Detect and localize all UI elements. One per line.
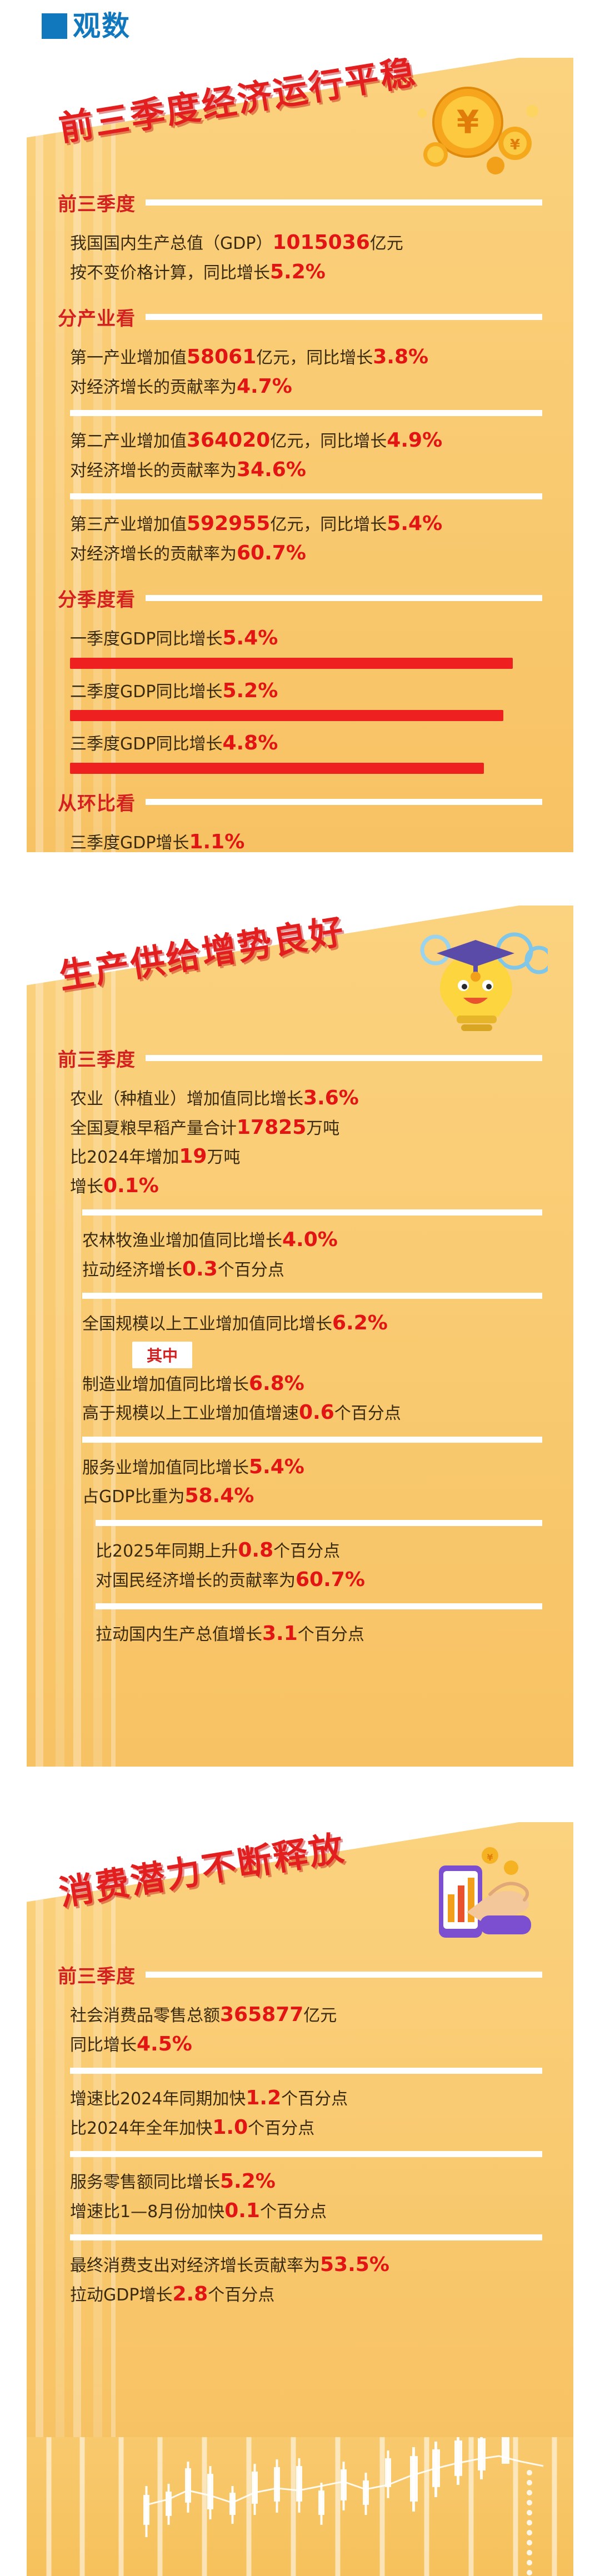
panel-background bbox=[27, 906, 573, 1767]
stat-line: 制造业增加值同比增长6.8% bbox=[82, 1372, 304, 1395]
stat-line: 增速比1—8月份加快0.1个百分点 bbox=[70, 2199, 327, 2222]
stat-value: 1015036 bbox=[272, 231, 370, 254]
stat-line: 服务零售额同比增长5.2% bbox=[70, 2170, 276, 2193]
candlestick-chart-icon bbox=[46, 2437, 557, 2576]
stat-line: 全国规模以上工业增加值同比增长6.2% bbox=[82, 1312, 388, 1335]
stat-line: 比2024年增加19万吨 bbox=[70, 1145, 241, 1168]
section-economy: 前三季度经济运行平稳 ¥ ¥ 前三季度 我国国内生产总值（GDP）1015036… bbox=[27, 58, 573, 852]
divider bbox=[70, 2234, 542, 2241]
divider bbox=[96, 1520, 542, 1527]
chart-category-label: 二季度GDP同比增长5.2% bbox=[70, 679, 278, 702]
divider bbox=[146, 1972, 542, 1978]
brand-label: 观数 bbox=[73, 10, 131, 42]
chart-row: 一季度GDP同比增长5.4% bbox=[70, 624, 542, 669]
stat-line: 增速比2024年同期加快1.2个百分点 bbox=[70, 2087, 348, 2110]
chart-bar bbox=[70, 657, 513, 669]
chart-value-label: 5.2% bbox=[222, 679, 278, 702]
stat-line: 对经济增长的贡献率为34.6% bbox=[70, 458, 306, 481]
tab-label-q3: 前三季度 bbox=[58, 193, 136, 216]
stat-line: 同比增长4.5% bbox=[70, 2032, 192, 2055]
divider bbox=[146, 1055, 542, 1061]
tab-label-q3: 前三季度 bbox=[58, 1965, 136, 1988]
stat-line: 对经济增长的贡献率为4.7% bbox=[70, 374, 292, 398]
stat-line: 拉动经济增长0.3个百分点 bbox=[82, 1257, 284, 1281]
stat-line: 对经济增长的贡献率为60.7% bbox=[70, 541, 306, 564]
section-consumption: 消费潜力不断释放 ¥ 前三季度 社会消费品零售总额365877亿元 同比增长4.… bbox=[27, 1822, 573, 2444]
stat-value: 5.2% bbox=[270, 260, 326, 283]
divider bbox=[146, 595, 542, 602]
divider bbox=[146, 314, 542, 321]
stat-line: 高于规模以上工业增加值增速0.6个百分点 bbox=[82, 1401, 401, 1424]
stat-line: 对国民经济增长的贡献率为60.7% bbox=[96, 1568, 365, 1591]
lightbulb-graduate-icon bbox=[420, 932, 548, 1031]
stat-line: 第一产业增加值58061亿元，同比增长3.8% bbox=[70, 346, 429, 369]
divider bbox=[82, 1436, 542, 1443]
stat-line: 占GDP比重为58.4% bbox=[82, 1484, 254, 1508]
section-production: 生产供给增势良好 前三季度 农业（种植业）增加值同比增长3.6% 全国夏粮早稻产… bbox=[27, 906, 573, 1767]
quarterly-gdp-bar-chart: 一季度GDP同比增长5.4% 二季度GDP同比增长5.2% 三季度GDP同比增长4.… bbox=[70, 624, 542, 774]
stat-line: 按不变价格计算，同比增长5.2% bbox=[70, 260, 326, 283]
hand-phone-coins-icon: ¥ bbox=[439, 1847, 531, 1938]
chart-bar bbox=[70, 763, 484, 774]
subheading-by-industry: 分产业看 bbox=[58, 308, 136, 331]
stat-line: 增长0.1% bbox=[70, 1174, 159, 1197]
brand-bar: 观数 bbox=[0, 0, 600, 67]
chart-row: 三季度GDP同比增长4.8% bbox=[70, 729, 542, 774]
divider bbox=[82, 1209, 542, 1216]
stat-line: 最终消费支出对经济增长贡献率为53.5% bbox=[70, 2253, 389, 2277]
badge-among-which: 其中 bbox=[132, 1341, 193, 1368]
stat-line: 拉动国内生产总值增长3.1个百分点 bbox=[96, 1622, 364, 1645]
stat-line: 比2025年同期上升0.8个百分点 bbox=[96, 1539, 341, 1562]
stat-line: 第二产业增加值364020亿元，同比增长4.9% bbox=[70, 429, 443, 452]
subheading-mom: 从环比看 bbox=[58, 793, 136, 816]
stat-line: 三季度GDP增长1.1% bbox=[70, 831, 245, 852]
svg-text:¥: ¥ bbox=[487, 1852, 493, 1863]
divider bbox=[96, 1603, 542, 1610]
chart-category-label: 一季度GDP同比增长5.4% bbox=[70, 627, 278, 650]
chart-row: 二季度GDP同比增长5.2% bbox=[70, 677, 542, 722]
stat-line: 拉动GDP增长2.8个百分点 bbox=[70, 2282, 275, 2305]
stat-line: 农业（种植业）增加值同比增长3.6% bbox=[70, 1087, 359, 1109]
brand: 观数 bbox=[42, 12, 131, 40]
divider bbox=[70, 2068, 542, 2074]
divider bbox=[146, 799, 542, 806]
stat-line: 比2024年全年加快1.0个百分点 bbox=[70, 2115, 315, 2139]
blue-square-icon bbox=[42, 13, 67, 39]
chart-value-label: 5.4% bbox=[222, 627, 278, 650]
divider bbox=[70, 493, 542, 500]
candlestick-decoration bbox=[27, 2437, 573, 2576]
tab-label-q3: 前三季度 bbox=[58, 1049, 136, 1071]
stat-line: 农林牧渔业增加值同比增长4.0% bbox=[82, 1228, 338, 1252]
stat-line: 社会消费品零售总额365877亿元 bbox=[70, 2003, 337, 2026]
divider bbox=[70, 410, 542, 417]
subheading-by-quarter: 分季度看 bbox=[58, 589, 136, 612]
svg-text:¥: ¥ bbox=[457, 103, 479, 141]
gold-coin-yuan-icon: ¥ ¥ bbox=[418, 87, 538, 174]
divider bbox=[82, 1293, 542, 1299]
stat-line: 全国夏粮早稻产量合计17825万吨 bbox=[70, 1116, 340, 1139]
stripe-texture bbox=[27, 906, 116, 1767]
stripe-texture bbox=[27, 1822, 116, 2444]
stat-line: 我国国内生产总值（GDP）1015036亿元 bbox=[70, 231, 403, 254]
chart-value-label: 4.8% bbox=[222, 732, 278, 755]
stat-line: 服务业增加值同比增长5.4% bbox=[82, 1455, 304, 1478]
chart-bar bbox=[70, 710, 503, 722]
chart-category-label: 三季度GDP同比增长4.8% bbox=[70, 732, 278, 755]
stat-line: 第三产业增加值592955亿元，同比增长5.4% bbox=[70, 512, 443, 536]
divider bbox=[146, 199, 542, 206]
svg-text:¥: ¥ bbox=[510, 137, 520, 153]
divider bbox=[70, 2151, 542, 2158]
